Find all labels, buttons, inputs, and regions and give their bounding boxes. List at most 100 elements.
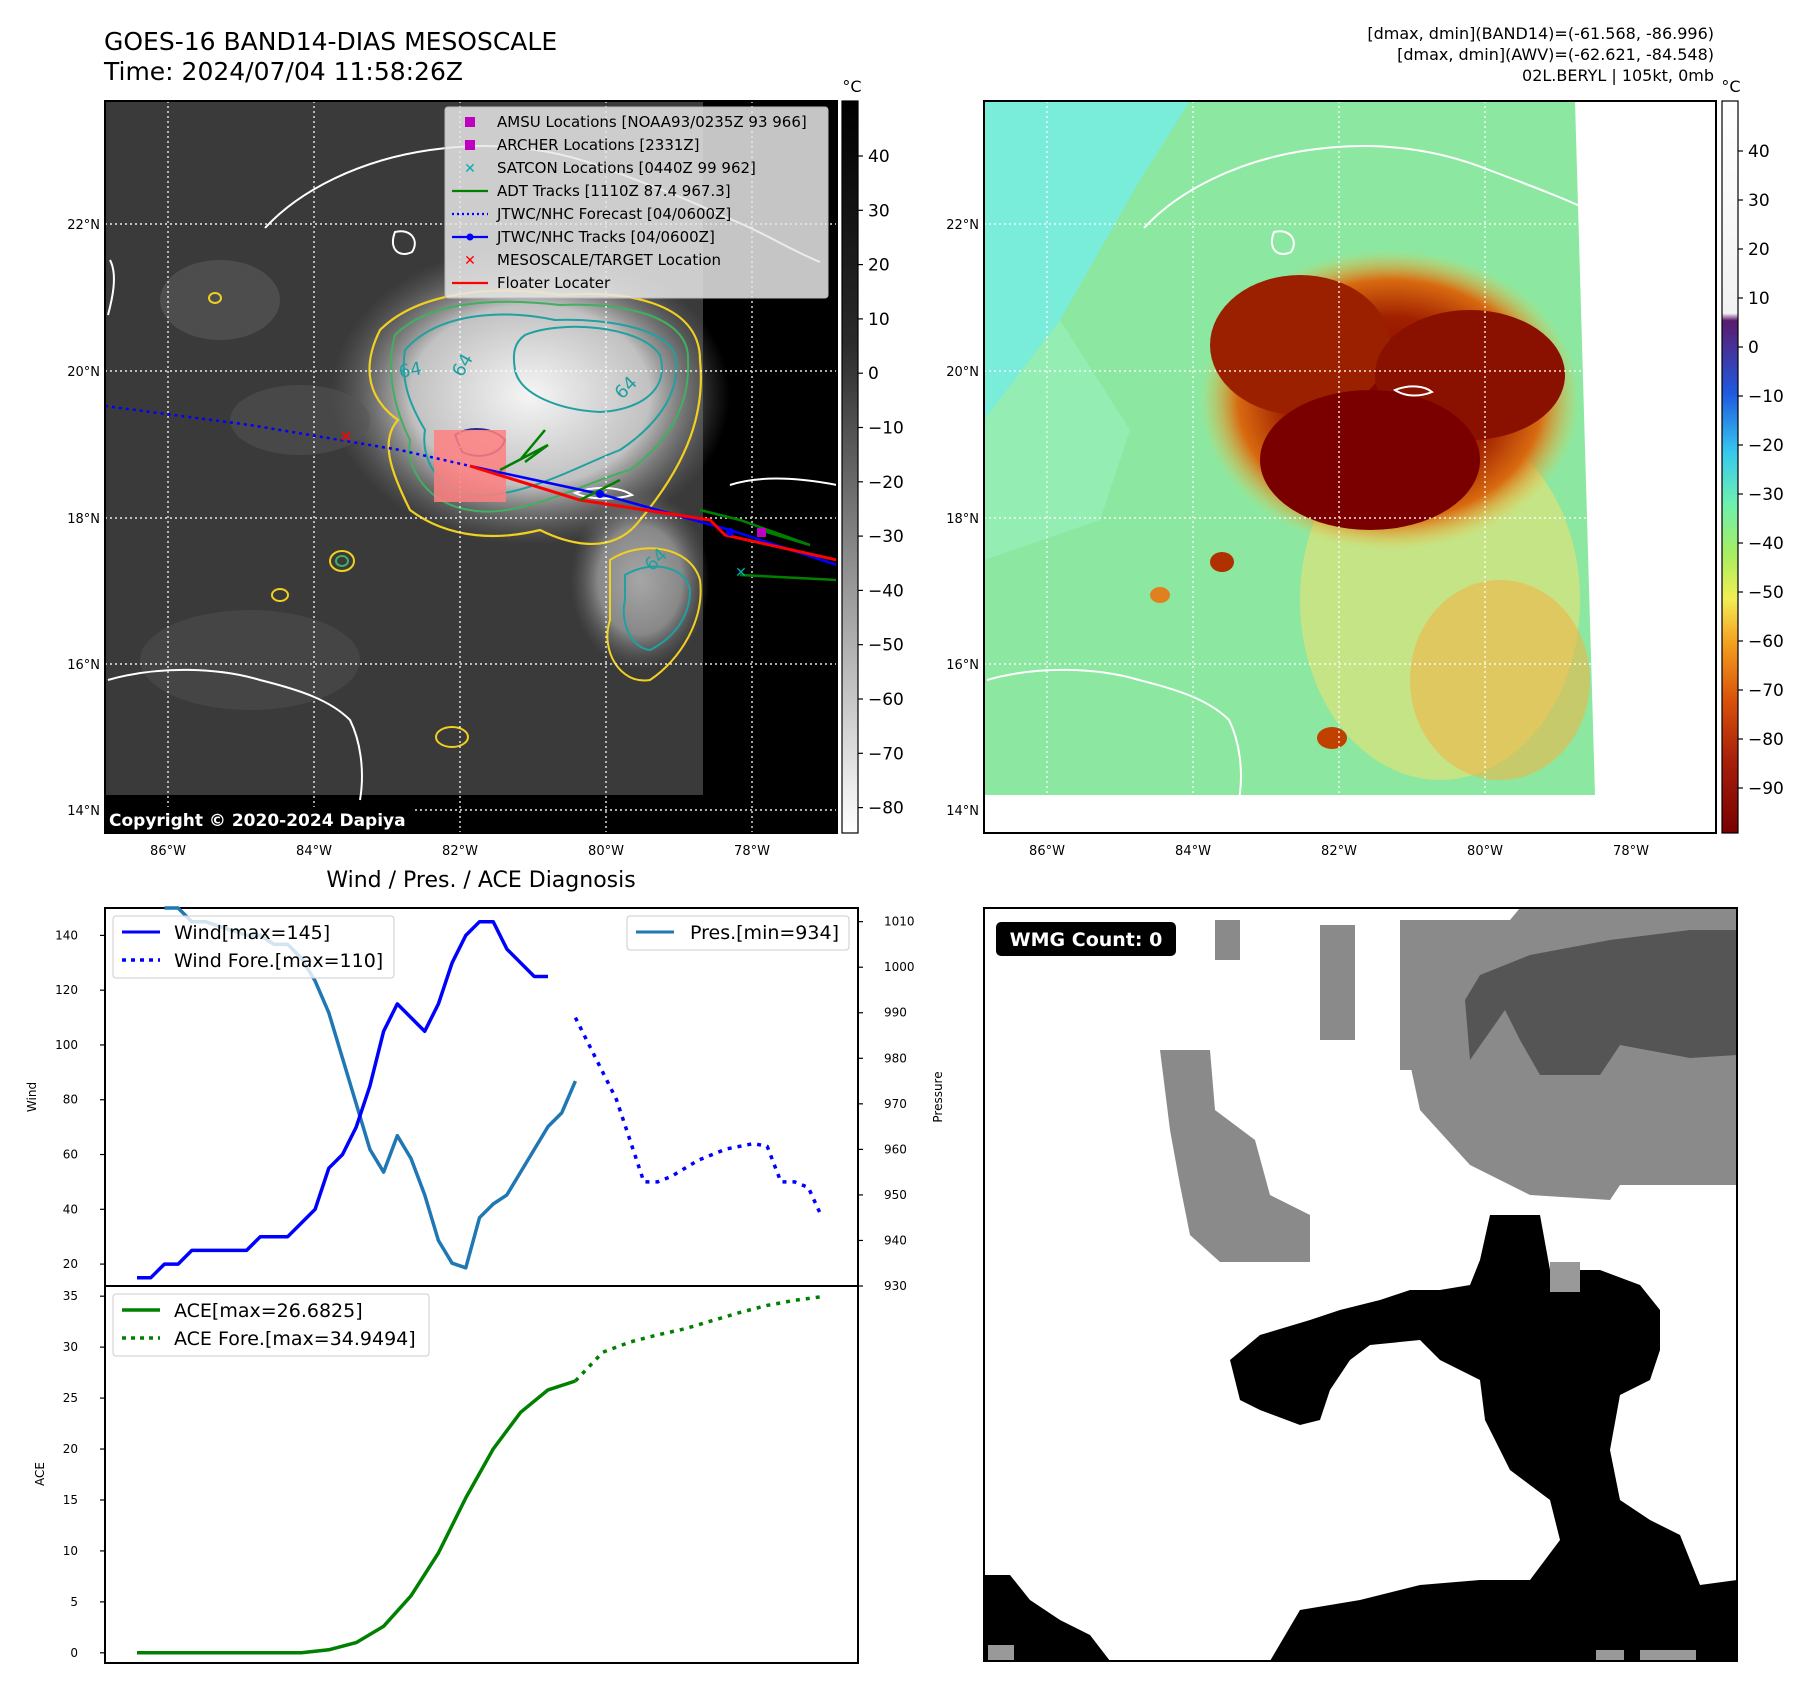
latitude-label: 14°N xyxy=(67,804,100,819)
longitude-label: 82°W xyxy=(442,844,478,859)
series-line xyxy=(573,1016,824,1219)
legend-entry-label: SATCON Locations [0440Z 99 962] xyxy=(497,159,756,177)
ace-axis-label: ACE xyxy=(33,1462,47,1486)
colorbar-tick-label: 20 xyxy=(1748,240,1770,260)
y-tick-label: 10 xyxy=(63,1544,78,1558)
color-map-frame xyxy=(983,100,1717,834)
pressure-legend: Pres.[min=934] xyxy=(626,915,850,951)
y-tick-label: 5 xyxy=(70,1595,78,1609)
wmg-black-region xyxy=(1230,1215,1737,1661)
y2-tick-label: 980 xyxy=(884,1051,907,1065)
y2-tick-label: 940 xyxy=(884,1233,907,1247)
latitude-label: 18°N xyxy=(67,512,100,527)
y-tick-label: 80 xyxy=(63,1093,78,1107)
colorbar-tick-label: 0 xyxy=(1748,338,1759,358)
longitude-label: 86°W xyxy=(150,844,186,859)
map-axis-labels: 22°N 22°N 20°N 20°N 18°N 18°N 16°N 16°N 14°N 14°N… xyxy=(67,218,1649,859)
warm-region xyxy=(1410,580,1590,780)
y2-tick-label: 970 xyxy=(884,1097,907,1111)
wind-fore-legend-label: Wind Fore.[max=110] xyxy=(174,950,383,972)
legend-entry-label: MESOSCALE/TARGET Location xyxy=(497,251,721,269)
wmg-gray-cell xyxy=(1640,1650,1696,1661)
contour-teal-inner xyxy=(512,325,663,414)
y-tick-label: 140 xyxy=(55,928,78,942)
colorbar-tick-label: 30 xyxy=(868,201,890,221)
cloud-patch xyxy=(230,385,370,455)
latitude-label: 14°N xyxy=(946,804,979,819)
y-tick-label: 35 xyxy=(63,1289,78,1303)
legend-entry-label: JTWC/NHC Forecast [04/0600Z] xyxy=(496,205,731,223)
wmg-count-text: WMG Count: 0 xyxy=(1010,929,1163,951)
storm-core xyxy=(1210,275,1390,415)
coastline-jamaica xyxy=(1392,385,1434,397)
contour-south-band xyxy=(606,547,702,682)
color-colorbar-unit: °C xyxy=(1721,77,1740,96)
y-tick-label: 20 xyxy=(63,1257,78,1271)
ace-legend-label: ACE[max=26.6825] xyxy=(174,1300,363,1322)
contour-teal xyxy=(402,313,678,497)
y-tick-label: 120 xyxy=(55,983,78,997)
coastline-honduras xyxy=(986,668,1242,801)
longitude-label: 78°W xyxy=(734,844,770,859)
jtwc-track-point xyxy=(726,528,734,536)
wmg-gray-region xyxy=(1320,925,1355,1040)
longitude-label: 80°W xyxy=(1467,844,1503,859)
longitude-label: 86°W xyxy=(1029,844,1065,859)
colorbar-tick-label: 10 xyxy=(1748,289,1770,309)
colorbar-tick-label: −60 xyxy=(1748,632,1784,652)
y-tick-label: 0 xyxy=(70,1646,78,1660)
legend-entry-label: Floater Locater xyxy=(497,274,611,292)
wmg-gray-cell xyxy=(988,1645,1014,1661)
wmg-panel: WMG Count: 0 xyxy=(984,908,1737,1661)
wmg-gray-region xyxy=(1400,920,1440,1070)
wmg-gray-cell xyxy=(1596,1650,1624,1661)
colorbar-tick-label: 20 xyxy=(868,256,890,276)
latitude-label: 22°N xyxy=(946,218,979,233)
y-tick-label: 30 xyxy=(63,1340,78,1354)
ir-map-frame xyxy=(104,100,838,834)
coastline-isle xyxy=(1271,230,1295,255)
colorbar-tick-label: −40 xyxy=(868,581,904,601)
copyright-background xyxy=(105,807,415,833)
satcon-marker: ✕ xyxy=(735,565,747,581)
longitude-label: 80°W xyxy=(588,844,624,859)
figure-time: Time: 2024/07/04 11:58:26Z xyxy=(103,57,463,86)
colorbar-tick-label: 30 xyxy=(1748,191,1770,211)
coastline-jamaica xyxy=(572,487,635,500)
amsu-marker xyxy=(757,528,766,537)
colorbar-tick-label: −90 xyxy=(1748,779,1784,799)
ace-legend-box xyxy=(112,1293,430,1357)
longitude-label: 84°W xyxy=(296,844,332,859)
colorbar-tick-label: −80 xyxy=(868,799,904,819)
latitude-label: 16°N xyxy=(946,658,979,673)
wmg-frame xyxy=(983,907,1738,1662)
colorbar-tick-label: 40 xyxy=(1748,142,1770,162)
ace-legend: ACE[max=26.6825] ACE Fore.[max=34.9494] xyxy=(112,1293,430,1357)
color-colorbar xyxy=(1721,100,1739,834)
coastline-cuba xyxy=(1143,145,1600,229)
pressure-axis-label: Pressure xyxy=(931,1071,945,1122)
y-tick-label: 100 xyxy=(55,1038,78,1052)
latitude-label: 18°N xyxy=(946,512,979,527)
legend-entry-label: ARCHER Locations [2331Z] xyxy=(497,136,700,154)
pressure-legend-label: Pres.[min=934] xyxy=(690,922,839,944)
color-colorbar-ticks: 40 30 20 10 0 −10 −20 −30 −40 −50 −60 −70 −80 −90 xyxy=(1738,142,1784,799)
contour-label: 64 xyxy=(397,358,423,383)
coastline-yucatan xyxy=(107,259,115,316)
legend-marker-x: ✕ xyxy=(464,161,476,177)
wind-legend-box xyxy=(112,915,395,979)
color-gridlines xyxy=(984,101,1716,833)
gray-colorbar xyxy=(841,100,859,834)
y-tick-label: 40 xyxy=(63,1202,78,1216)
ace-fore-legend-label: ACE Fore.[max=34.9494] xyxy=(174,1328,416,1350)
latitude-label: 20°N xyxy=(67,365,100,380)
y-tick-label: 25 xyxy=(63,1391,78,1405)
series-line xyxy=(137,919,548,1280)
coastline-honduras xyxy=(107,668,363,801)
legend-box xyxy=(444,106,829,299)
gray-colorbar-unit: °C xyxy=(842,77,861,96)
mesoscale-target-marker: ✕ xyxy=(339,427,352,446)
stats-band14: [dmax, dmin](BAND14)=(-61.568, -86.996) xyxy=(1367,24,1714,43)
coastline-isle xyxy=(392,230,416,255)
